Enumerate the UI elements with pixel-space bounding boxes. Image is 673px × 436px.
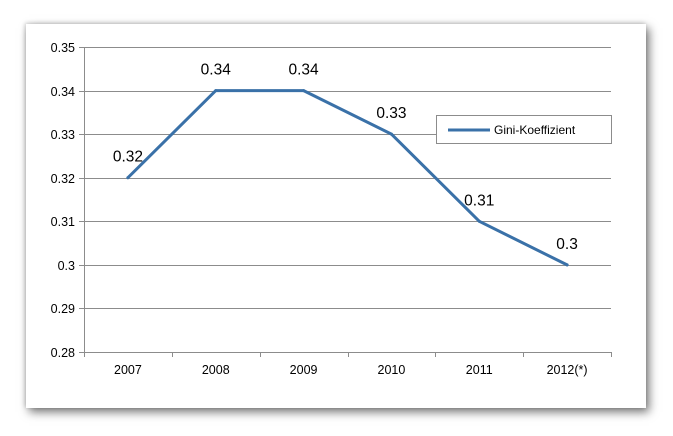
data-label: 0.33: [376, 105, 406, 122]
y-tick-label: 0.33: [51, 128, 75, 142]
data-point: [565, 263, 569, 267]
data-point: [389, 132, 393, 136]
x-tick-label: 2011: [466, 363, 493, 377]
data-label: 0.3: [556, 236, 578, 253]
legend: Gini-Koeffizient: [436, 115, 612, 144]
x-tick-label: 2008: [202, 363, 230, 377]
axes: [79, 47, 612, 357]
data-labels: 0.32 0.34 0.34 0.33 0.31 0.3: [113, 62, 578, 253]
data-point: [126, 176, 130, 180]
chart-frame: [26, 24, 646, 408]
data-label: 0.31: [464, 192, 494, 209]
data-point: [477, 219, 481, 223]
x-tick-label: 2010: [378, 363, 406, 377]
y-tick-label: 0.28: [51, 346, 75, 360]
y-tick-label: 0.32: [51, 172, 75, 186]
series-layer: [126, 89, 569, 267]
y-tick-label: 0.29: [51, 302, 75, 316]
y-tick-labels: 0.28 0.29 0.3 0.31 0.32 0.33 0.34 0.35: [51, 41, 75, 360]
data-point: [302, 89, 306, 93]
data-label: 0.34: [288, 62, 319, 79]
data-label: 0.34: [201, 62, 232, 79]
series-line: [126, 89, 569, 267]
x-tick-labels: 2007 2008 2009 2010 2011 2012(*): [114, 363, 588, 377]
legend-label: Gini-Koeffizient: [494, 123, 576, 137]
y-tick-label: 0.35: [51, 41, 75, 55]
x-tick-label: 2007: [114, 363, 142, 377]
data-label: 0.32: [113, 149, 143, 166]
x-tick-label: 2012(*): [547, 363, 588, 377]
y-tick-label: 0.3: [58, 259, 75, 273]
y-tick-label: 0.34: [51, 85, 75, 99]
x-tick-label: 2009: [290, 363, 318, 377]
data-point: [214, 89, 218, 93]
y-tick-label: 0.31: [51, 215, 75, 229]
gridlines: [84, 47, 611, 309]
